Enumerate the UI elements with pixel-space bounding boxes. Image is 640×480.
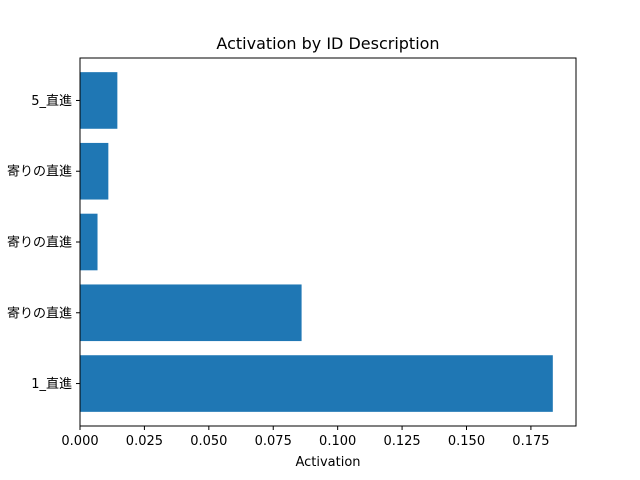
chart-title: Activation by ID Description [216, 34, 439, 53]
x-tick-label: 0.175 [512, 434, 549, 449]
x-axis-label: Activation [295, 455, 360, 470]
bar [80, 284, 302, 342]
y-tick-label: 寄りの直進 [7, 235, 72, 251]
bar [80, 355, 553, 412]
x-tick-label: 0.000 [61, 434, 98, 449]
bars-group [80, 72, 553, 412]
x-tick-label: 0.100 [319, 434, 356, 449]
x-tick-label: 0.125 [383, 434, 420, 449]
bar [80, 142, 109, 200]
y-tick-label: 1_直進 [31, 377, 72, 392]
y-tick-label: 寄りの直進 [7, 164, 72, 180]
bar [80, 213, 98, 271]
x-tick-label: 0.150 [448, 434, 485, 449]
bar [80, 72, 118, 129]
y-tick-label: 寄りの直進 [7, 305, 72, 321]
x-tick-label: 0.025 [126, 434, 163, 449]
x-tick-label: 0.075 [255, 434, 292, 449]
x-tick-label: 0.050 [190, 434, 227, 449]
y-tick-label: 5_直進 [31, 94, 72, 109]
x-axis: 0.000 0.025 0.050 0.075 0.100 0.125 0.150 0.175 [61, 426, 550, 449]
